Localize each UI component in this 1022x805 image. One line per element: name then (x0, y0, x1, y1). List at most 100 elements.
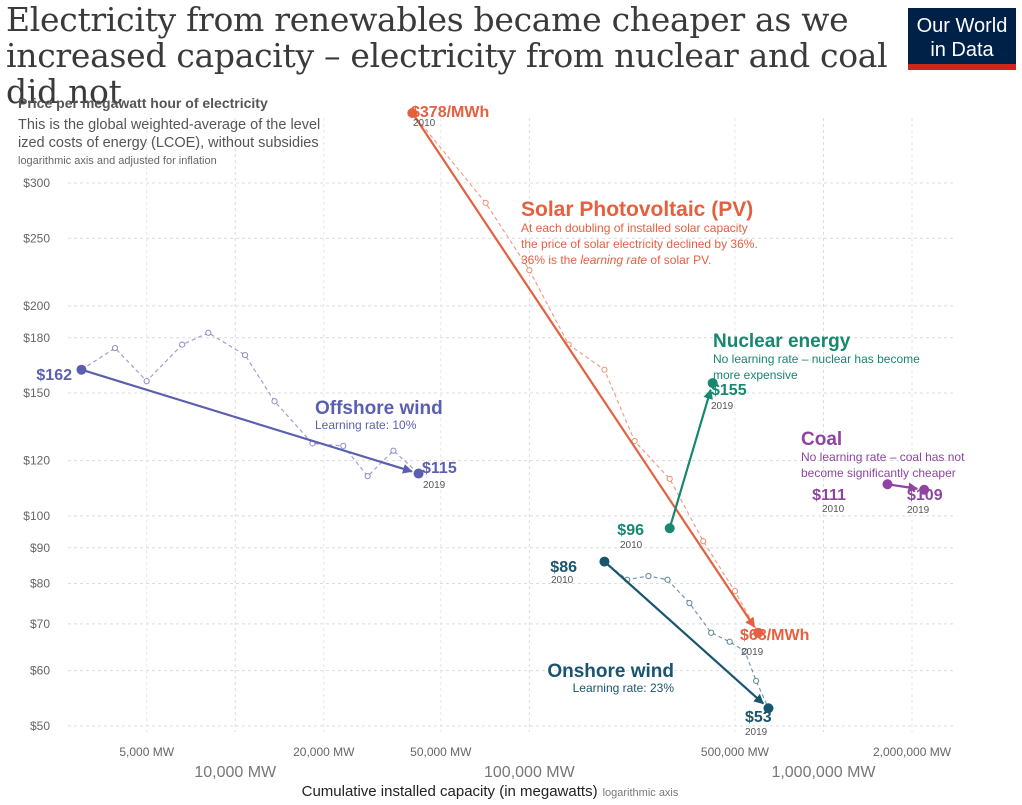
y-tick-label: $120 (23, 454, 50, 468)
end-point (919, 484, 930, 495)
end-year-label: 2019 (907, 505, 930, 516)
annotation-emphasis: learning rate (580, 253, 647, 267)
chart-subtitle-line: ized costs of energy (LCOE), without sub… (18, 135, 319, 151)
x-axis-title: Cumulative installed capacity (in megawa… (302, 783, 679, 800)
start-year-label: 2010 (822, 504, 845, 515)
chart-title: Electricity from renewables became cheap… (6, 0, 888, 111)
series-title: Offshore wind (315, 398, 443, 419)
series-title: Solar Photovoltaic (PV) (521, 198, 753, 221)
x-tick-label-major: 100,000 MW (484, 764, 576, 781)
end-year-label: 2019 (711, 401, 734, 412)
yearly-point (143, 378, 150, 385)
end-value-label: $109 (907, 487, 943, 504)
yearly-point (271, 398, 278, 405)
y-tick-label: $300 (23, 176, 50, 190)
series-solar-photovoltaic-pv- (407, 108, 764, 638)
yearly-point (752, 677, 760, 685)
end-value-label: $115 (422, 460, 457, 477)
logo-line-2: in Data (930, 39, 994, 61)
chart-subtitle-note: logarithmic axis and adjusted for inflat… (18, 155, 217, 167)
y-tick-label: $250 (23, 231, 50, 245)
trend-arrow (887, 482, 919, 493)
yearly-trend-line (411, 112, 759, 633)
x-tick-label-major: 1,000,000 MW (771, 764, 876, 781)
yearly-point (664, 576, 671, 583)
series-onshore-wind (599, 556, 774, 714)
series-nuclear-energy (664, 378, 718, 534)
start-point (76, 364, 87, 375)
series-annotation: 36% is the learning rate of solar PV. (521, 253, 711, 267)
series-annotation: the price of solar electricity declined … (521, 237, 758, 251)
x-axis-title-main: Cumulative installed capacity (in megawa… (302, 783, 598, 800)
yearly-point (645, 572, 652, 580)
start-year-label: 2010 (620, 540, 643, 551)
yearly-trend-line (81, 332, 420, 478)
yearly-point (526, 267, 533, 274)
yearly-point (482, 199, 489, 206)
end-value-label: $155 (711, 382, 747, 399)
end-year-label: 2019 (423, 480, 446, 491)
series-title: Coal (801, 429, 842, 450)
series-offshore-wind (76, 329, 424, 480)
chart-subtitle-line: This is the global weighted-average of t… (18, 117, 320, 133)
y-tick-label: $60 (30, 664, 50, 678)
y-tick-label: $70 (30, 617, 50, 631)
trend-arrow (411, 112, 756, 628)
annotation-text: of solar PV. (647, 253, 711, 267)
trend-arrow (668, 388, 713, 529)
axis-layer: $50 $60 $70 $80 $90 $100 $120 $150 $180 $200 $250 $… (23, 176, 951, 781)
yearly-point (726, 638, 733, 645)
start-value-label: $96 (617, 522, 644, 539)
series-annotation: Learning rate: 10% (315, 418, 417, 432)
trend-arrow (603, 560, 764, 705)
yearly-point (241, 352, 249, 359)
series-layer (76, 108, 930, 714)
start-value-label: $162 (36, 367, 72, 384)
yearly-trend-line (604, 561, 770, 709)
yearly-point (179, 341, 186, 348)
series-annotation: No learning rate – nuclear has become (713, 352, 920, 366)
series-title: Nuclear energy (713, 331, 851, 352)
label-layer: Price per megawatt hour of electricity Th… (18, 95, 965, 800)
start-value-label: $111 (812, 487, 846, 504)
yearly-point (708, 629, 715, 636)
yearly-point (111, 344, 119, 352)
x-tick-label-minor: 5,000 MW (119, 745, 174, 759)
yearly-point (700, 538, 707, 545)
start-year-label: 2010 (413, 118, 436, 129)
annotation-text: 36% is the (521, 253, 580, 267)
trend-arrow (81, 368, 413, 474)
yearly-point (601, 366, 608, 373)
y-tick-label: $180 (23, 331, 50, 345)
y-tick-label: $80 (30, 576, 50, 590)
end-point (753, 627, 764, 638)
yearly-point (631, 437, 638, 445)
series-annotation: become significantly cheaper (801, 466, 956, 480)
start-value-label: $378/MWh (411, 104, 489, 121)
series-coal (882, 479, 930, 495)
end-point (763, 703, 774, 714)
end-value-label: $68/MWh (740, 627, 809, 644)
series-annotation: At each doubling of installed solar capa… (521, 221, 748, 235)
start-year-label: 2010 (551, 575, 574, 586)
series-annotation: No learning rate – coal has not (801, 450, 965, 464)
y-tick-label: $90 (30, 541, 50, 555)
x-tick-label-major: 10,000 MW (194, 764, 277, 781)
yearly-point (364, 473, 371, 480)
series-title: Onshore wind (547, 661, 674, 682)
y-tick-label: $50 (30, 719, 50, 733)
y-tick-label: $100 (23, 509, 50, 523)
yearly-point (666, 475, 673, 482)
yearly-point (686, 599, 693, 607)
series-annotation: Learning rate: 23% (573, 681, 675, 695)
start-value-label: $86 (550, 559, 577, 576)
x-tick-label-minor: 20,000 MW (293, 745, 355, 759)
start-point (882, 479, 893, 490)
end-point (707, 378, 718, 389)
y-tick-label: $200 (23, 299, 50, 313)
owid-logo[interactable]: Our World in Data (908, 8, 1016, 70)
x-axis-title-note: logarithmic axis (603, 787, 679, 799)
end-value-label: $53 (745, 709, 772, 726)
x-tick-label-minor: 50,000 MW (410, 745, 472, 759)
